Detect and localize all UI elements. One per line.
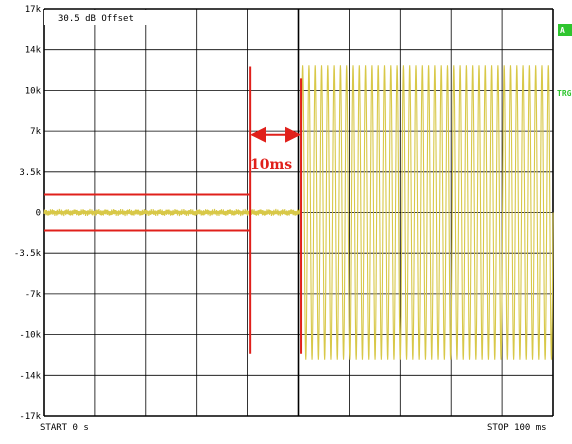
y-tick-label: 14k bbox=[25, 46, 42, 56]
y-tick-label: -10k bbox=[19, 331, 41, 341]
y-tick-label: -7k bbox=[25, 290, 42, 300]
side-label: TRG bbox=[557, 89, 572, 98]
offset-label: 30.5 dB Offset bbox=[58, 14, 134, 24]
y-tick-labels: 17k 14k 10k 7k 3.5k 0 -3.5k -7k -10k -14k -17k bbox=[14, 5, 42, 422]
y-tick-label: 10k bbox=[25, 86, 42, 96]
signal-series-line bbox=[43, 65, 554, 360]
y-tick-label: -17k bbox=[19, 412, 41, 422]
y-tick-label: -14k bbox=[19, 371, 41, 381]
y-tick-label: 3.5k bbox=[19, 168, 41, 178]
signal-trace bbox=[43, 65, 554, 360]
y-tick-label: 7k bbox=[30, 127, 41, 137]
y-tick-label: 0 bbox=[36, 209, 41, 219]
stop-label: STOP 100 ms bbox=[487, 423, 547, 433]
y-tick-label: 17k bbox=[25, 5, 42, 15]
interval-label: 10ms bbox=[250, 157, 292, 173]
offset-label-box bbox=[44, 10, 154, 25]
y-tick-label: -3.5k bbox=[14, 249, 42, 259]
timing-markers bbox=[44, 66, 303, 354]
side-badge-box bbox=[558, 24, 572, 36]
side-badge: A bbox=[560, 26, 565, 35]
start-label: START 0 s bbox=[40, 423, 89, 433]
